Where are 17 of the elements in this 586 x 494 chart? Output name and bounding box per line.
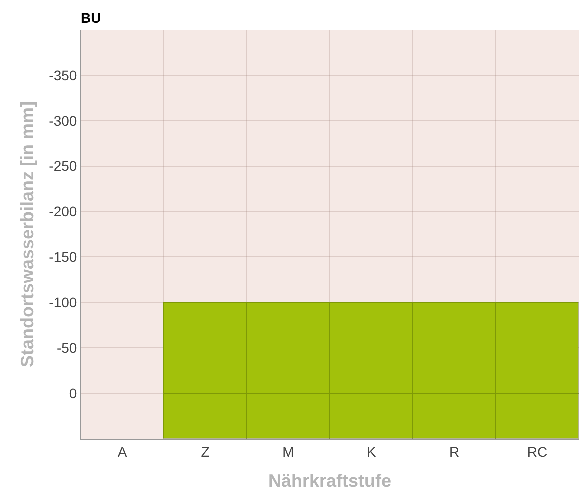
x-tick-label: M bbox=[282, 444, 294, 460]
x-tick-label: K bbox=[366, 444, 377, 460]
x-axis-title: Nährkraftstufe bbox=[268, 470, 392, 491]
y-tick-label: -100 bbox=[49, 294, 78, 311]
y-tick-label: -200 bbox=[49, 204, 78, 220]
x-tick-label: RC bbox=[527, 444, 548, 460]
y-axis-title: Standortswasserbilanz [in mm] bbox=[17, 101, 38, 368]
y-tick-label: -50 bbox=[56, 340, 78, 356]
y-tick-label: -300 bbox=[49, 112, 78, 129]
chart-title: BU bbox=[81, 10, 102, 26]
x-tick-label: R bbox=[449, 444, 460, 460]
y-tick-label: 0 bbox=[69, 385, 78, 402]
y-tick-label: -250 bbox=[49, 158, 78, 174]
y-tick-label: -350 bbox=[49, 67, 78, 84]
x-tick-label: A bbox=[118, 444, 128, 460]
x-tick-label: Z bbox=[201, 444, 210, 460]
y-tick-label: -150 bbox=[49, 249, 78, 266]
